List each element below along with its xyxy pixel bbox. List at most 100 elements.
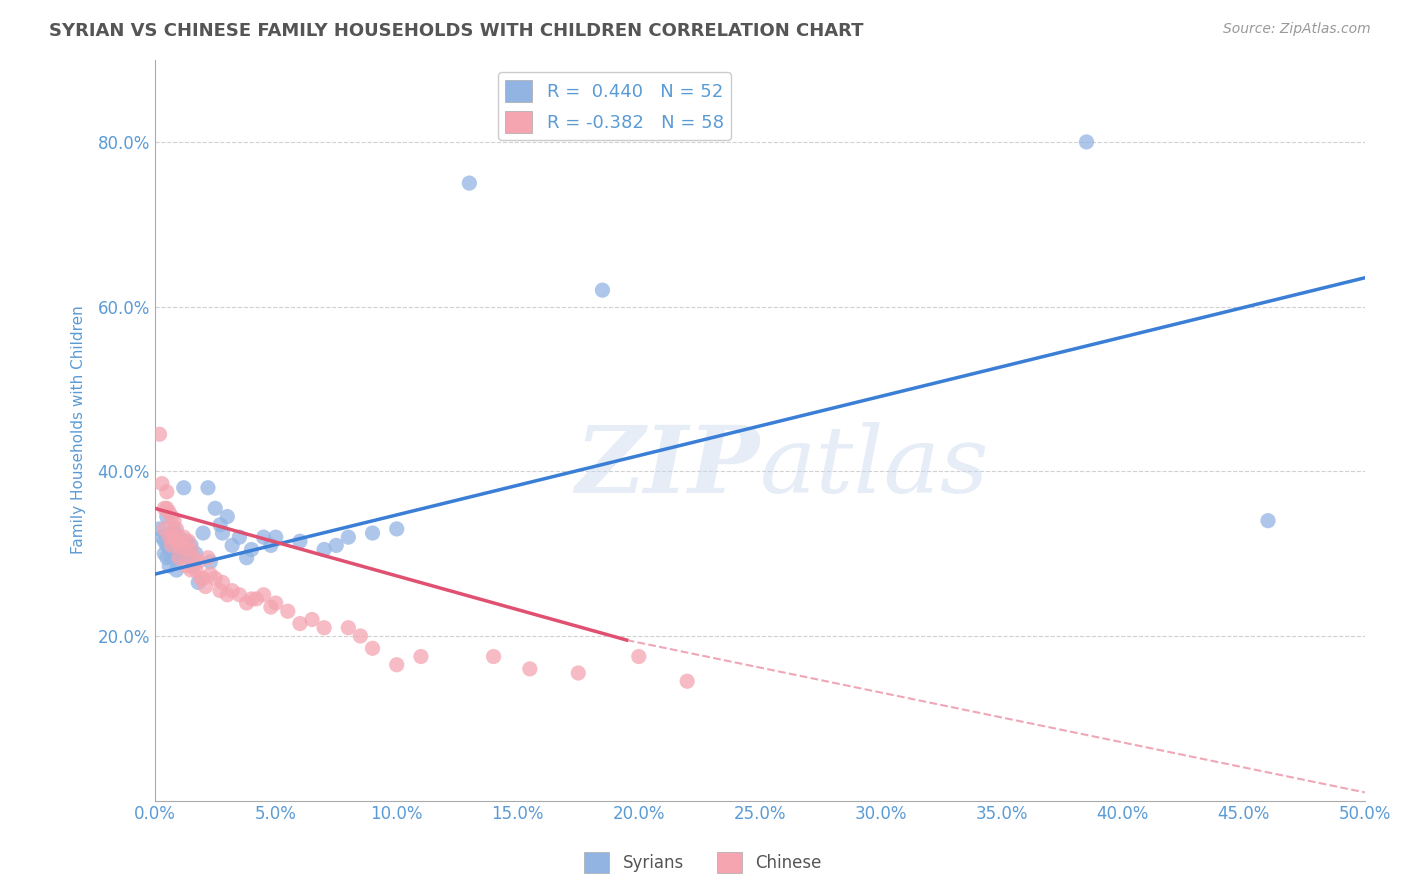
Point (187, 575, 209, 590)
Point (482, 649, 505, 664)
Point (157, 505, 180, 519)
Point (170, 534, 193, 549)
Point (153, 547, 176, 561)
Point (167, 550, 190, 565)
Point (148, 427, 170, 442)
Point (167, 530, 190, 544)
Point (180, 542, 202, 557)
Point (160, 509, 183, 524)
Point (211, 575, 233, 590)
Point (221, 538, 243, 552)
Point (217, 588, 239, 602)
Legend: R =  0.440   N = 52, R = -0.382   N = 58: R = 0.440 N = 52, R = -0.382 N = 58 (498, 72, 731, 140)
Point (160, 542, 183, 557)
Point (519, 662, 541, 676)
Point (177, 534, 200, 549)
Point (235, 596, 257, 610)
Point (197, 550, 219, 565)
Point (173, 530, 195, 544)
Point (170, 538, 193, 552)
Point (180, 563, 202, 577)
Point (150, 476, 173, 491)
Point (458, 176, 481, 190)
Point (156, 484, 179, 499)
Point (160, 550, 183, 565)
Point (277, 604, 299, 618)
Point (157, 558, 180, 573)
Point (190, 571, 212, 585)
Point (194, 580, 217, 594)
Point (184, 563, 207, 577)
Point (217, 509, 239, 524)
Point (240, 591, 263, 606)
Point (156, 501, 179, 516)
Point (337, 621, 360, 635)
Text: ZIP: ZIP (575, 422, 759, 512)
Point (191, 571, 214, 585)
Point (174, 534, 197, 549)
Point (197, 481, 219, 495)
Point (187, 555, 209, 569)
Point (209, 583, 232, 598)
Point (204, 501, 226, 516)
Point (361, 526, 384, 541)
Point (676, 674, 699, 689)
Point (209, 517, 232, 532)
Point (157, 530, 180, 544)
Point (1076, 135, 1098, 149)
Point (211, 526, 233, 541)
Point (385, 657, 408, 672)
Point (163, 522, 186, 536)
Point (173, 481, 195, 495)
Point (314, 542, 336, 557)
Point (157, 530, 180, 544)
Point (156, 538, 179, 552)
Point (301, 612, 323, 626)
Point (160, 526, 183, 541)
Point (349, 629, 371, 643)
Text: SYRIAN VS CHINESE FAMILY HOUSEHOLDS WITH CHILDREN CORRELATION CHART: SYRIAN VS CHINESE FAMILY HOUSEHOLDS WITH… (49, 22, 863, 40)
Point (163, 530, 186, 544)
Point (174, 542, 197, 557)
Point (337, 530, 360, 544)
Point (156, 550, 179, 565)
Point (166, 534, 188, 549)
Point (252, 588, 274, 602)
Point (1257, 514, 1279, 528)
Point (160, 526, 183, 541)
Y-axis label: Family Households with Children: Family Households with Children (72, 306, 86, 555)
Point (264, 596, 287, 610)
Point (148, 522, 170, 536)
Point (361, 641, 384, 656)
Point (385, 522, 408, 536)
Point (264, 530, 287, 544)
Legend: Syrians, Chinese: Syrians, Chinese (578, 846, 828, 880)
Point (177, 550, 200, 565)
Point (150, 530, 173, 544)
Point (288, 616, 311, 631)
Point (153, 501, 176, 516)
Point (163, 514, 186, 528)
Point (157, 542, 180, 557)
Point (200, 555, 222, 569)
Point (228, 530, 250, 544)
Text: atlas: atlas (759, 422, 990, 512)
Point (166, 563, 188, 577)
Point (191, 526, 214, 541)
Point (180, 538, 202, 552)
Point (591, 283, 613, 297)
Point (260, 538, 283, 552)
Point (153, 534, 176, 549)
Text: Source: ZipAtlas.com: Source: ZipAtlas.com (1223, 22, 1371, 37)
Point (153, 522, 176, 536)
Point (163, 538, 186, 552)
Point (260, 600, 283, 615)
Point (252, 530, 274, 544)
Point (166, 522, 188, 536)
Point (240, 542, 263, 557)
Point (204, 571, 226, 585)
Point (200, 567, 222, 582)
Point (167, 550, 190, 565)
Point (183, 550, 205, 565)
Point (409, 649, 432, 664)
